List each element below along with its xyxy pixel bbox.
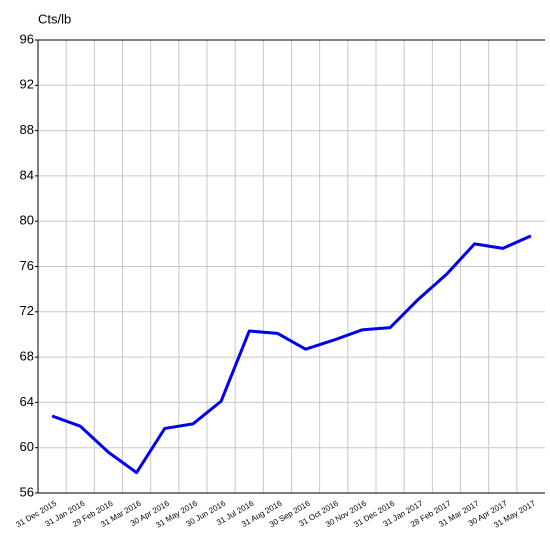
- y-tick-label: 68: [20, 349, 34, 364]
- y-tick-label: 80: [20, 213, 34, 228]
- y-tick-label: 92: [20, 77, 34, 92]
- y-tick-label: 60: [20, 439, 34, 454]
- y-tick-label: 76: [20, 258, 34, 273]
- y-tick-label: 96: [20, 31, 34, 46]
- y-tick-label: 84: [20, 167, 34, 182]
- y-tick-label: 56: [20, 484, 34, 499]
- line-series: [51, 234, 532, 475]
- y-tick-label: 88: [20, 122, 34, 137]
- y-tick-label: 64: [20, 394, 34, 409]
- y-axis-label: Cts/lb: [38, 11, 71, 26]
- y-tick-label: 72: [20, 303, 34, 318]
